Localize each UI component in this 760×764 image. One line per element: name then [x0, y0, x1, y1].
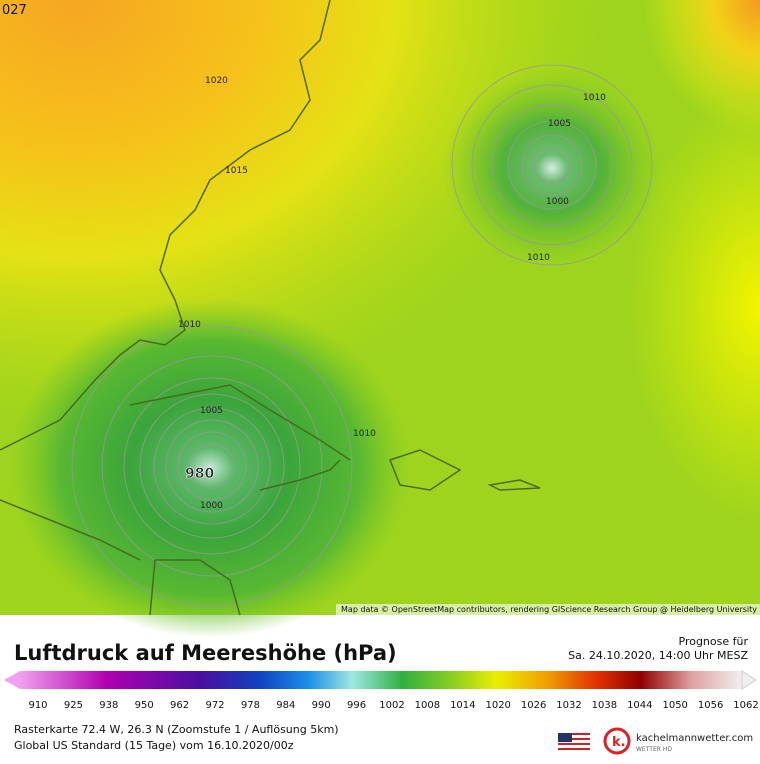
legend-tick-label: 978 [241, 700, 260, 711]
legend-tick-label: 1032 [556, 700, 581, 711]
footer-line: Global US Standard (15 Tage) vom 16.10.2… [14, 739, 294, 752]
isobar-label: 1000 [200, 501, 223, 511]
logo [603, 727, 631, 755]
isobar-label: 1010 [583, 93, 606, 103]
legend-tick-label: 1050 [662, 700, 687, 711]
legend-title: Luftdruck auf Meereshöhe (hPa) [14, 641, 397, 665]
legend-tick-label: 996 [347, 700, 366, 711]
legend-tick-label: 1008 [415, 700, 440, 711]
us-flag [558, 733, 590, 751]
legend-tick-label: 910 [28, 700, 47, 711]
svg-text:k.: k. [612, 735, 626, 750]
legend-tick-label: 1026 [521, 700, 546, 711]
legend-tick-label: 1020 [485, 700, 510, 711]
frame-label: 027 [2, 3, 27, 18]
legend-tick-label: 1044 [627, 700, 652, 711]
isobar-label: 1010 [353, 429, 376, 439]
isobar-label: 1005 [200, 406, 223, 416]
legend-tick-label: 1002 [379, 700, 404, 711]
legend-tick-label: 990 [312, 700, 331, 711]
legend-tick-label: 972 [205, 700, 224, 711]
legend-tick-label: 1062 [733, 700, 758, 711]
forecast-label: Prognose für [679, 635, 749, 648]
legend-tick-label: 1038 [592, 700, 617, 711]
legend-tick-label: 1014 [450, 700, 475, 711]
legend-tick-label: 925 [64, 700, 83, 711]
isobar-label: 1010 [178, 320, 201, 330]
brand[interactable]: kachelmannwetter.com [636, 733, 753, 744]
attribution: Map data © OpenStreetMap contributors, r… [341, 605, 757, 614]
legend-tick-label: 938 [99, 700, 118, 711]
brand-sub: WETTER HD [636, 746, 672, 753]
isobar-label: 980 [185, 466, 214, 482]
isobar-label: 1000 [546, 197, 569, 207]
map: 027 1020 1015 1010 1005 1000 1010 1010 1… [0, 0, 760, 638]
legend: Luftdruck auf Meereshöhe (hPa) Prognose … [4, 635, 759, 755]
isobar-label: 1010 [527, 253, 550, 263]
isobar-label: 1005 [548, 119, 571, 129]
isobar-label: 1015 [225, 166, 248, 176]
footer-line: Rasterkarte 72.4 W, 26.3 N (Zoomstufe 1 … [14, 723, 339, 736]
forecast-time: Sa. 24.10.2020, 14:00 Uhr MESZ [568, 649, 748, 662]
legend-tick-label: 950 [135, 700, 154, 711]
isobar-label: 1020 [205, 76, 228, 86]
legend-tick-label: 1056 [698, 700, 723, 711]
legend-tick-label: 984 [276, 700, 295, 711]
legend-tick-label: 962 [170, 700, 189, 711]
